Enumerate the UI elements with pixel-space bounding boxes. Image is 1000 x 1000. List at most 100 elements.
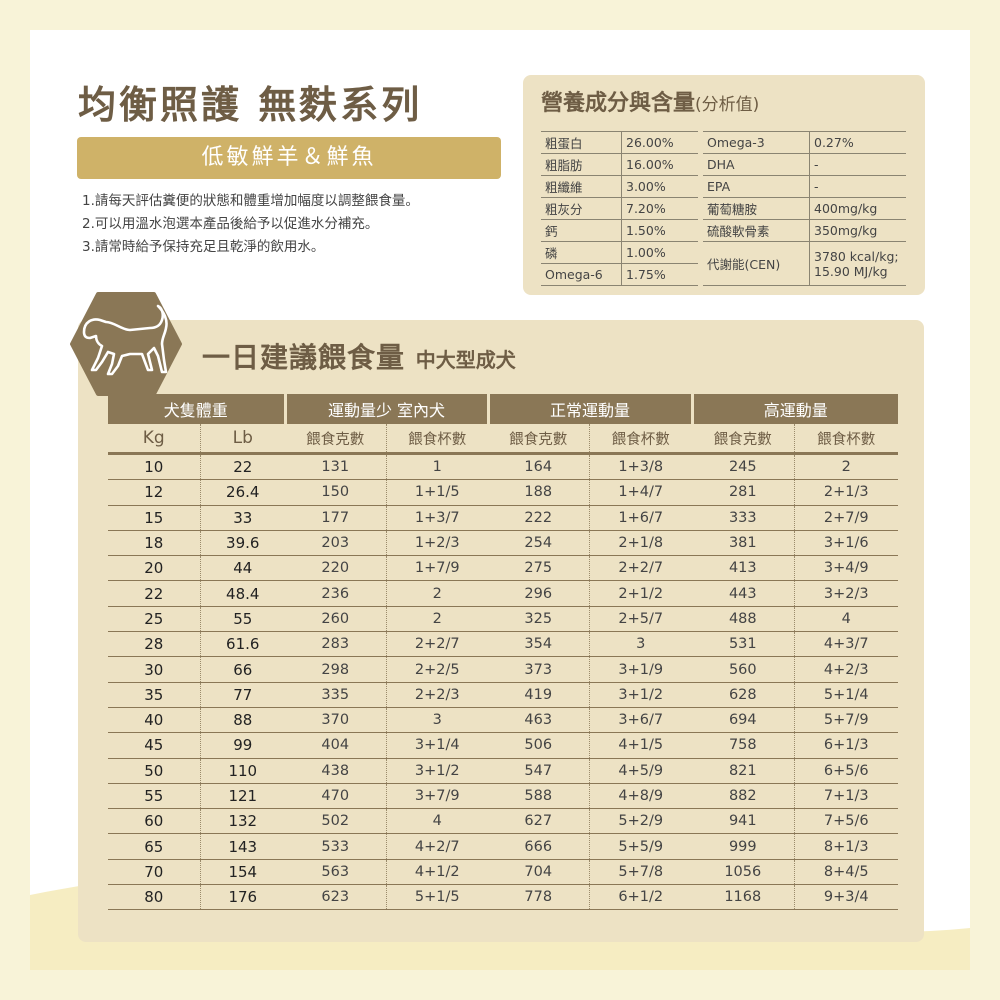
cell-weight-kg: 20 xyxy=(108,555,201,582)
cell-grams-normal: 254 xyxy=(488,530,590,557)
cell-grams-normal: 778 xyxy=(488,884,590,911)
cell-grams-normal: 506 xyxy=(488,732,590,759)
cell-cups-low: 1+1/5 xyxy=(386,479,489,506)
cell-grams-high: 1056 xyxy=(692,859,795,886)
table-row: 12 26.4 150 1+1/5 188 1+4/7 281 2+1/3 xyxy=(108,479,899,506)
nutrient-value: 1.75% xyxy=(621,263,698,286)
cell-grams-low: 203 xyxy=(285,530,387,557)
table-row: 70 154 563 4+1/2 704 5+7/8 1056 8+4/5 xyxy=(108,859,899,886)
cell-weight-lb: 61.6 xyxy=(200,631,286,658)
table-row: 15 33 177 1+3/7 222 1+6/7 333 2+7/9 xyxy=(108,505,899,531)
cell-cups-normal: 2+1/2 xyxy=(589,580,693,607)
cell-weight-lb: 154 xyxy=(200,859,286,886)
nutrition-row: EPA - xyxy=(703,175,906,198)
cell-cups-high: 6+1/3 xyxy=(794,732,899,759)
nutrient-label: 磷 xyxy=(541,241,622,264)
sub-header-row: Kg Lb 餵食克數 餵食杯數 餵食克數 餵食杯數 餵食克數 餵食杯數 xyxy=(108,424,899,455)
cell-grams-normal: 222 xyxy=(488,505,590,531)
note-item: 3.請常時給予保持充足且乾淨的飲用水。 xyxy=(82,239,325,255)
cell-cups-normal: 6+1/2 xyxy=(589,884,693,911)
cell-cups-normal: 2+2/7 xyxy=(589,555,693,582)
nutrient-label: 鈣 xyxy=(541,219,622,242)
cell-grams-normal: 354 xyxy=(488,631,590,658)
cell-cups-high: 2+7/9 xyxy=(794,505,899,531)
nutrient-label: 葡萄糖胺 xyxy=(703,197,810,220)
cell-cups-high: 5+7/9 xyxy=(794,707,899,734)
cell-cups-low: 4 xyxy=(386,808,489,835)
cell-cups-high: 2+1/3 xyxy=(794,479,899,506)
nutrient-value: 15.90 MJ/kg xyxy=(814,263,888,279)
table-row: 35 77 335 2+2/3 419 3+1/2 628 5+1/4 xyxy=(108,682,899,708)
cell-weight-lb: 39.6 xyxy=(200,530,286,557)
feeding-title-suffix: 中大型成犬 xyxy=(415,348,516,372)
cell-grams-low: 438 xyxy=(285,758,387,784)
nutrient-label: 粗蛋白 xyxy=(541,131,622,154)
nutrient-label: 硫酸軟骨素 xyxy=(703,219,810,242)
cell-weight-lb: 143 xyxy=(200,833,286,860)
sub-header-kg: Kg xyxy=(108,424,201,455)
cell-cups-normal: 5+5/9 xyxy=(589,833,693,860)
cell-cups-high: 4+2/3 xyxy=(794,656,899,683)
cell-weight-kg: 65 xyxy=(108,833,201,860)
cell-grams-high: 281 xyxy=(692,479,795,506)
cell-weight-lb: 99 xyxy=(200,732,286,759)
group-header-low-activity: 運動量少 室內犬 xyxy=(283,394,489,424)
cell-weight-kg: 60 xyxy=(108,808,201,835)
cell-grams-high: 245 xyxy=(692,453,795,481)
cell-weight-kg: 45 xyxy=(108,732,201,759)
cell-grams-low: 470 xyxy=(285,783,387,810)
cell-cups-normal: 3+1/2 xyxy=(589,682,693,708)
cell-grams-low: 623 xyxy=(285,884,387,911)
sub-header-lb: Lb xyxy=(200,424,286,455)
cell-weight-lb: 121 xyxy=(200,783,286,810)
nutrition-row: 鈣 1.50% xyxy=(541,219,698,242)
page-title: 均衡照護 無麩系列 xyxy=(78,83,423,127)
cell-weight-lb: 55 xyxy=(200,606,286,633)
cell-grams-high: 694 xyxy=(692,707,795,734)
nutrient-label: DHA xyxy=(703,153,810,176)
nutrition-title-suffix: (分析值) xyxy=(695,95,760,115)
cell-grams-high: 333 xyxy=(692,505,795,531)
nutrient-value: 1.50% xyxy=(621,219,698,242)
nutrition-row: 粗灰分 7.20% xyxy=(541,197,698,220)
cell-cups-normal: 4+1/5 xyxy=(589,732,693,759)
nutrition-row: 粗纖維 3.00% xyxy=(541,175,698,198)
feeding-title: 一日建議餵食量 中大型成犬 xyxy=(202,336,516,376)
cell-weight-lb: 77 xyxy=(200,682,286,708)
nutrient-label: Omega-3 xyxy=(703,131,810,154)
note-item: 2.可以用溫水泡選本產品後給予以促進水分補充。 xyxy=(82,216,379,232)
cell-grams-low: 260 xyxy=(285,606,387,633)
cell-grams-high: 628 xyxy=(692,682,795,708)
sub-header-grams: 餵食克數 xyxy=(285,424,387,455)
cell-cups-low: 3+1/4 xyxy=(386,732,489,759)
cell-grams-normal: 296 xyxy=(488,580,590,607)
cell-weight-kg: 25 xyxy=(108,606,201,633)
cell-weight-lb: 44 xyxy=(200,555,286,582)
cell-cups-normal: 1+6/7 xyxy=(589,505,693,531)
nutrition-row: 代謝能(CEN) 3780 kcal/kg; 15.90 MJ/kg xyxy=(703,241,906,286)
nutrition-panel: 營養成分與含量(分析值) 粗蛋白 26.00% 粗脂肪 16.00% 粗纖維 3.00… xyxy=(523,75,925,295)
nutrient-value: 400mg/kg xyxy=(809,197,906,220)
nutrient-label: 代謝能(CEN) xyxy=(703,241,810,286)
cell-grams-low: 335 xyxy=(285,682,387,708)
cell-grams-normal: 373 xyxy=(488,656,590,683)
cell-cups-low: 4+1/2 xyxy=(386,859,489,886)
cell-cups-normal: 4+5/9 xyxy=(589,758,693,784)
cell-cups-high: 4 xyxy=(794,606,899,633)
cell-grams-high: 381 xyxy=(692,530,795,557)
cell-cups-normal: 3+1/9 xyxy=(589,656,693,683)
cell-weight-kg: 12 xyxy=(108,479,201,506)
cell-cups-low: 5+1/5 xyxy=(386,884,489,911)
cell-cups-low: 2+2/7 xyxy=(386,631,489,658)
cell-grams-normal: 164 xyxy=(488,453,590,481)
cell-grams-low: 177 xyxy=(285,505,387,531)
cell-weight-kg: 15 xyxy=(108,505,201,531)
cell-grams-low: 236 xyxy=(285,580,387,607)
feeding-title-text: 一日建議餵食量 xyxy=(202,341,406,374)
nutrition-row: 粗脂肪 16.00% xyxy=(541,153,698,176)
feeding-table: 犬隻體重 運動量少 室內犬 正常運動量 高運動量 Kg Lb 餵食克數 餵食杯數… xyxy=(108,394,899,911)
table-row: 30 66 298 2+2/5 373 3+1/9 560 4+2/3 xyxy=(108,656,899,683)
page: 均衡照護 無麩系列 低敏鮮羊＆鮮魚 1.請每天評估糞便的狀態和體重增加幅度以調整… xyxy=(30,30,970,970)
cell-cups-normal: 3 xyxy=(589,631,693,658)
